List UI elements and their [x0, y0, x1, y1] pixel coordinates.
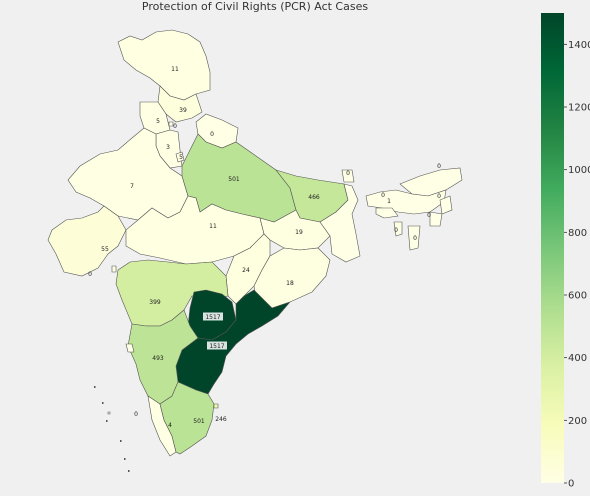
- region-chandigarh: [168, 121, 174, 127]
- region-label-manipur: 0: [427, 212, 431, 219]
- region-label-delhi: 5: [179, 154, 183, 161]
- region-label-haryana: 3: [166, 144, 170, 151]
- region-label-assam: 0: [381, 192, 385, 199]
- region-label-madhya-pradesh: 11: [209, 223, 217, 230]
- region-label-bg: [203, 312, 223, 321]
- region-label-arunachal-pradesh: 0: [437, 163, 441, 170]
- region-tripura: [393, 221, 403, 237]
- region-andhra-pradesh: [175, 289, 291, 395]
- region-tamil-nadu: [159, 381, 215, 455]
- region-goa: [125, 343, 135, 353]
- island-mark: [120, 440, 122, 442]
- region-label-nagaland: 0: [437, 193, 441, 200]
- island-mark: [94, 386, 96, 388]
- island-mark: [128, 470, 130, 472]
- region-label-jammu-kashmir: 11: [171, 66, 179, 73]
- region-puducherry: [213, 403, 219, 409]
- region-label-rajasthan: 7: [130, 183, 134, 190]
- region-label-himachal-pradesh: 39: [179, 107, 187, 114]
- region-label-chhattisgarh: 24: [242, 267, 250, 274]
- region-label-lakshadweep: 0: [134, 411, 138, 418]
- region-lakshadweep: [107, 411, 111, 415]
- region-gujarat: [47, 205, 127, 277]
- region-label-uttarakhand: 0: [210, 131, 214, 138]
- region-label-meghalaya: 1: [387, 198, 391, 205]
- region-label-chandigarh: 0: [173, 123, 177, 130]
- region-label-telangana: 1517: [205, 314, 220, 321]
- region-mizoram: [407, 225, 421, 251]
- region-nagaland: [439, 195, 453, 215]
- region-karnataka: [127, 309, 199, 405]
- colorbar-tick-label: 600: [568, 291, 587, 302]
- region-label-gujarat: 55: [101, 246, 109, 253]
- region-label-andhra-pradesh: 1517: [209, 343, 224, 350]
- colorbar-tick-label: 1400: [568, 40, 590, 51]
- colorbar-tick-label: 800: [568, 228, 587, 239]
- region-label-punjab: 5: [156, 118, 160, 125]
- island-mark: [124, 458, 126, 460]
- region-label-tamil-nadu: 501: [193, 418, 205, 425]
- region-manipur: [429, 211, 443, 227]
- chart-title: Protection of Civil Rights (PCR) Act Cas…: [141, 0, 369, 13]
- region-label-jharkhand: 19: [295, 229, 303, 236]
- region-label-odisha: 18: [286, 280, 294, 287]
- region-label-bihar: 466: [308, 194, 320, 201]
- colorbar-tick-label: 200: [568, 416, 587, 427]
- colorbar-tick-label: 400: [568, 353, 587, 364]
- region-label-dadra-nagar-haveli: 0: [88, 271, 92, 278]
- colorbar-gradient: [541, 13, 564, 483]
- region-label-maharashtra: 399: [149, 299, 161, 306]
- colorbar-tick-label: 0: [568, 479, 574, 490]
- region-label-puducherry: 246: [215, 416, 227, 423]
- region-meghalaya: [375, 207, 399, 219]
- region-label-uttar-pradesh: 501: [228, 176, 240, 183]
- island-mark: [102, 402, 104, 404]
- region-label-mizoram: 0: [413, 235, 417, 242]
- region-label-sikkim: 0: [346, 170, 350, 177]
- region-jammu-kashmir: [117, 29, 211, 101]
- region-label-kerala: 4: [168, 422, 172, 429]
- region-label-karnataka: 493: [152, 355, 164, 362]
- region-west-bengal: [319, 183, 361, 263]
- region-label-bg: [207, 341, 227, 350]
- island-mark: [106, 420, 108, 422]
- region-dadra-nagar-haveli: [111, 265, 117, 273]
- region-delhi: [175, 151, 185, 163]
- colorbar-tick-label: 1200: [568, 103, 590, 114]
- region-sikkim: [341, 169, 355, 183]
- region-label-tripura: 0: [394, 227, 398, 234]
